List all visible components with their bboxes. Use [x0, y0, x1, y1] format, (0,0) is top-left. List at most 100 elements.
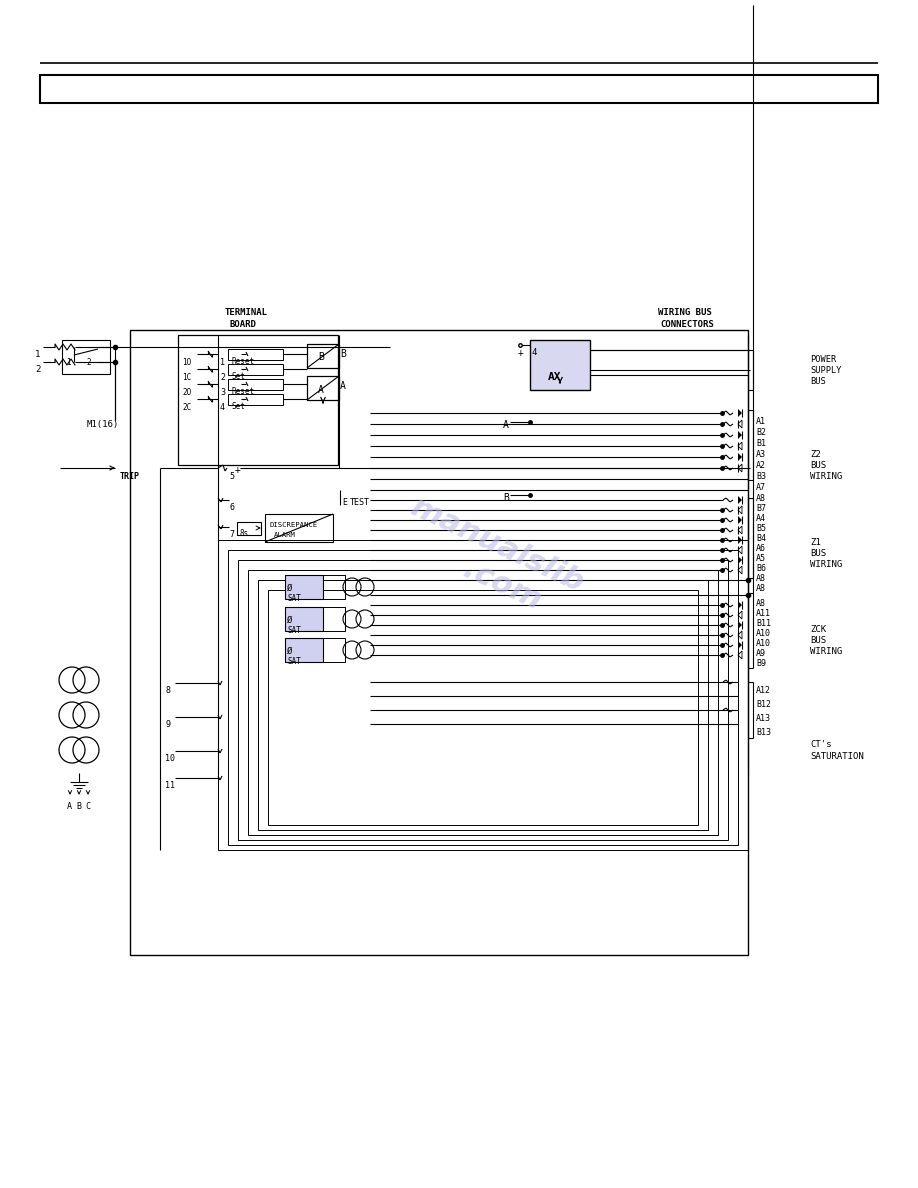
Text: WIRING: WIRING — [810, 560, 842, 569]
Text: B4: B4 — [756, 533, 766, 543]
Text: Z1: Z1 — [810, 538, 821, 546]
Text: ZCK: ZCK — [810, 625, 826, 634]
Text: Set: Set — [231, 402, 245, 411]
Text: SATURATION: SATURATION — [810, 752, 864, 762]
Text: A: A — [340, 381, 346, 391]
Text: BUS: BUS — [810, 549, 826, 558]
Text: A10: A10 — [756, 639, 771, 647]
Text: 1: 1 — [66, 358, 71, 367]
Text: 11: 11 — [165, 781, 175, 790]
Polygon shape — [738, 536, 742, 544]
Text: Set: Set — [231, 372, 245, 381]
Bar — [228, 364, 283, 375]
Text: A8: A8 — [756, 494, 766, 503]
Text: A3: A3 — [756, 450, 766, 459]
Text: manualslib
    .com: manualslib .com — [392, 492, 588, 628]
Bar — [265, 514, 333, 542]
Bar — [285, 607, 323, 631]
Text: TERMINAL: TERMINAL — [225, 308, 268, 317]
Text: SUPPLY: SUPPLY — [810, 366, 842, 375]
Text: A9: A9 — [756, 649, 766, 658]
Text: B: B — [76, 802, 81, 811]
Bar — [178, 335, 338, 465]
Text: 1C: 1C — [182, 373, 191, 383]
Bar — [218, 541, 748, 849]
Bar — [237, 522, 261, 535]
Polygon shape — [738, 642, 742, 649]
Text: BUS: BUS — [810, 461, 826, 470]
Text: BUS: BUS — [810, 636, 826, 645]
Text: 2C: 2C — [182, 403, 191, 412]
Bar — [323, 575, 345, 599]
Bar — [285, 638, 323, 662]
Bar — [130, 330, 748, 955]
Text: 8: 8 — [165, 685, 170, 695]
Bar — [228, 394, 283, 405]
Bar — [307, 345, 339, 368]
Text: B13: B13 — [756, 728, 771, 737]
Bar — [268, 590, 698, 824]
Text: BOARD: BOARD — [230, 320, 257, 329]
Polygon shape — [738, 601, 742, 609]
Bar — [62, 340, 110, 374]
Polygon shape — [738, 453, 742, 461]
Bar — [228, 349, 283, 360]
Text: ALARM: ALARM — [274, 532, 296, 538]
Text: A4: A4 — [756, 514, 766, 523]
Text: CT's: CT's — [810, 740, 832, 748]
Text: A12: A12 — [756, 685, 771, 695]
Text: M1(16): M1(16) — [87, 421, 119, 429]
Text: B7: B7 — [756, 504, 766, 513]
Text: TRIP: TRIP — [120, 472, 140, 481]
Text: 10: 10 — [165, 754, 175, 763]
Text: DISCREPANCE: DISCREPANCE — [270, 522, 319, 527]
Text: 8s: 8s — [240, 529, 250, 538]
Text: AX: AX — [548, 372, 562, 383]
Text: 1: 1 — [220, 358, 225, 367]
Text: A1: A1 — [756, 417, 766, 426]
Text: B3: B3 — [756, 472, 766, 481]
Text: SAT: SAT — [287, 626, 301, 636]
Text: 7: 7 — [229, 530, 234, 539]
Bar — [307, 375, 339, 400]
Text: Reset: Reset — [231, 387, 254, 396]
Text: 4: 4 — [532, 348, 537, 358]
Text: A5: A5 — [756, 554, 766, 563]
Text: A8: A8 — [756, 584, 766, 593]
Text: 6: 6 — [229, 503, 234, 512]
Text: CONNECTORS: CONNECTORS — [660, 320, 714, 329]
Text: Ø: Ø — [287, 584, 292, 593]
Text: B: B — [318, 352, 324, 362]
Bar — [258, 580, 708, 830]
Text: 4: 4 — [220, 403, 225, 412]
Bar — [285, 575, 323, 599]
Text: B5: B5 — [756, 524, 766, 533]
Text: +: + — [518, 348, 524, 358]
Text: A11: A11 — [756, 609, 771, 618]
Text: Reset: Reset — [231, 358, 254, 366]
Text: A8: A8 — [756, 574, 766, 583]
Text: A7: A7 — [756, 484, 766, 492]
Text: B: B — [503, 493, 509, 503]
Bar — [228, 550, 738, 845]
Bar — [248, 570, 718, 835]
Text: WIRING BUS: WIRING BUS — [658, 308, 711, 317]
Text: B1: B1 — [756, 440, 766, 448]
Text: 1O: 1O — [182, 358, 191, 367]
Text: A6: A6 — [756, 544, 766, 552]
Text: 5: 5 — [229, 472, 234, 481]
Bar — [323, 607, 345, 631]
Bar — [228, 379, 283, 390]
Polygon shape — [738, 621, 742, 628]
Text: A: A — [67, 802, 72, 811]
Text: WIRING: WIRING — [810, 647, 842, 656]
Polygon shape — [738, 409, 742, 417]
Text: +: + — [235, 465, 241, 475]
Text: A13: A13 — [756, 714, 771, 723]
Text: Z2: Z2 — [810, 450, 821, 459]
Text: 3: 3 — [220, 388, 225, 397]
Text: B: B — [340, 349, 346, 359]
Text: POWER: POWER — [810, 355, 836, 364]
Text: WIRING: WIRING — [810, 472, 842, 481]
Text: B2: B2 — [756, 428, 766, 437]
